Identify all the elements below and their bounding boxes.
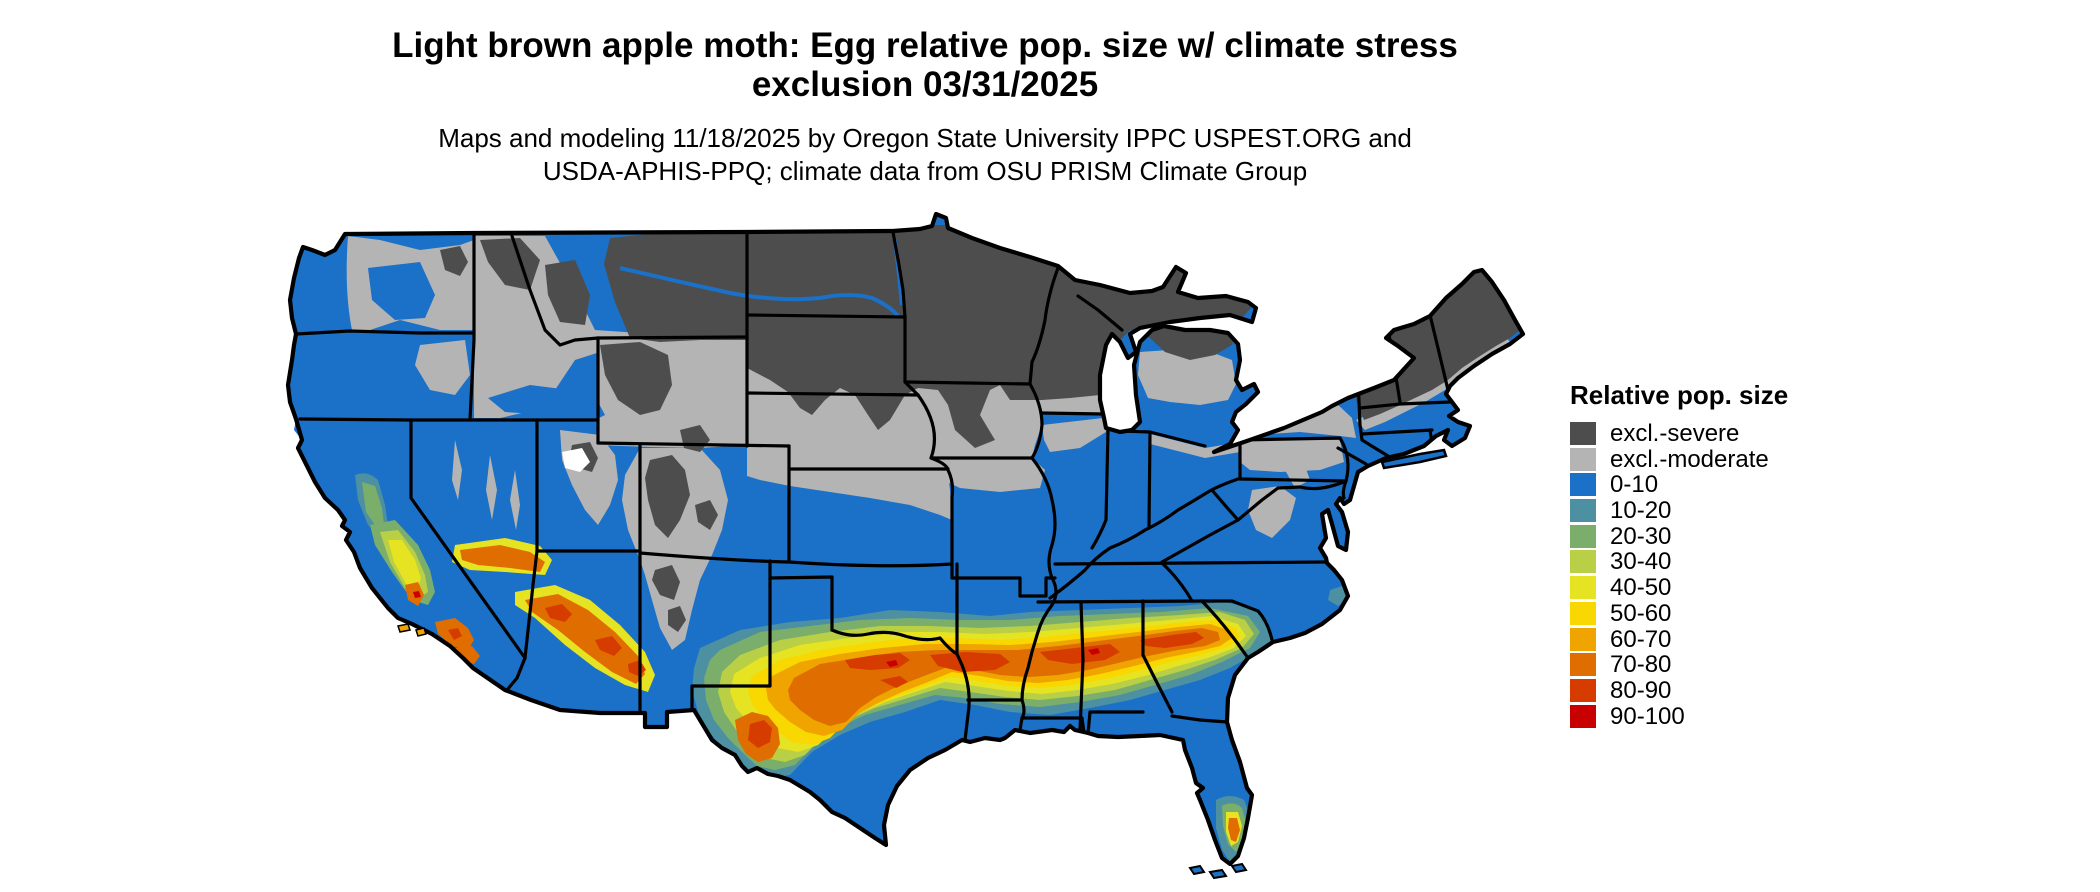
legend-item-b0: 0-10 [1570, 471, 1788, 499]
legend-label: 0-10 [1610, 471, 1659, 499]
legend-rows: excl.-severe excl.-moderate 0-10 10-20 20-30… [1570, 422, 1788, 728]
legend-swatch-b70 [1570, 653, 1596, 677]
map-subtitle-line1: Maps and modeling 11/18/2025 by Oregon S… [438, 123, 1412, 153]
legend-item-severe: excl.-severe [1570, 420, 1788, 447]
map-title-line1: Light brown apple moth: Egg relative pop… [392, 26, 1458, 65]
legend-item-b90: 90-100 [1570, 702, 1788, 730]
great-salt-lake [562, 448, 590, 472]
legend-label: 80-90 [1610, 676, 1672, 704]
legend-swatch-b40 [1570, 576, 1596, 600]
legend-label: 40-50 [1610, 574, 1672, 602]
legend-swatch-severe [1570, 422, 1596, 445]
map-title: Light brown apple moth: Egg relative pop… [230, 26, 1620, 104]
legend-swatch-b80 [1570, 678, 1596, 702]
legend-swatch-b30 [1570, 550, 1596, 574]
channel-islands [397, 623, 427, 637]
map-region-blue-valleys [368, 239, 904, 420]
legend-item-moderate: excl.-moderate [1570, 445, 1788, 473]
legend-label: 20-30 [1610, 522, 1672, 550]
legend-swatch-moderate [1570, 447, 1596, 471]
us-outline [285, 211, 1526, 867]
map-region-california-hotspots [355, 473, 552, 664]
legend-swatch-b90 [1570, 704, 1596, 728]
legend-item-b10: 10-20 [1570, 497, 1788, 525]
legend: Relative pop. size excl.-severe excl.-mod… [1570, 380, 1788, 730]
legend-label: 90-100 [1610, 702, 1685, 730]
legend-label: 60-70 [1610, 625, 1672, 653]
legend-item-b40: 40-50 [1570, 574, 1788, 602]
map-region-arizona-hotspots [515, 585, 655, 692]
long-island [1380, 448, 1448, 470]
legend-label: 50-60 [1610, 599, 1672, 627]
legend-label: 30-40 [1610, 548, 1672, 576]
legend-title: Relative pop. size [1570, 380, 1789, 410]
legend-item-b70: 70-80 [1570, 651, 1788, 679]
florida-keys [1188, 862, 1248, 880]
legend-item-b60: 60-70 [1570, 625, 1788, 653]
map-title-line2: exclusion 03/31/2025 [751, 65, 1099, 104]
legend-item-b50: 50-60 [1570, 599, 1788, 627]
legend-swatch-b20 [1570, 524, 1596, 548]
legend-label: 70-80 [1610, 651, 1672, 679]
map-subtitle-line2: USDA-APHIS-PPQ; climate data from OSU PR… [542, 156, 1308, 186]
legend-swatch-b0 [1570, 473, 1596, 497]
map-subtitle: Maps and modeling 11/18/2025 by Oregon S… [230, 122, 1620, 188]
legend-swatch-b50 [1570, 601, 1596, 625]
legend-item-b80: 80-90 [1570, 676, 1788, 704]
legend-item-b20: 20-30 [1570, 522, 1788, 550]
legend-item-b30: 30-40 [1570, 548, 1788, 576]
legend-label: 10-20 [1610, 497, 1672, 525]
legend-swatch-b60 [1570, 627, 1596, 651]
legend-label: excl.-severe [1610, 420, 1740, 447]
legend-label: excl.-moderate [1610, 445, 1769, 473]
map-region-hot-band [692, 585, 1350, 778]
legend-swatch-b10 [1570, 499, 1596, 523]
